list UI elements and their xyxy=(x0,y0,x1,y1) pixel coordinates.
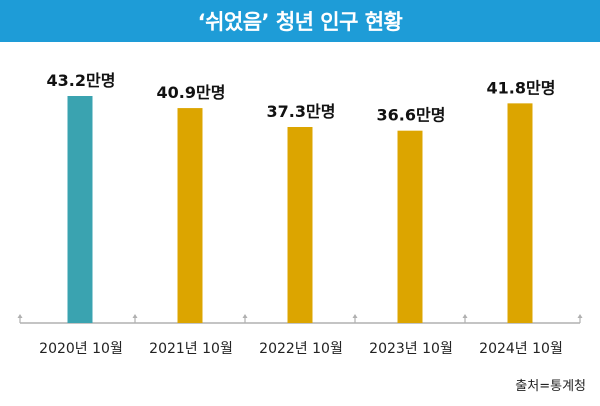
x-tick-label: 2020년 10월 xyxy=(39,341,123,357)
bar xyxy=(67,96,93,323)
bar xyxy=(397,130,423,323)
x-tick-label: 2023년 10월 xyxy=(369,341,453,357)
bar xyxy=(287,127,313,323)
bar xyxy=(177,108,203,323)
chart-title: ‘쉬었음’ 청년 인구 현황 xyxy=(197,10,403,34)
data-label: 37.3만명 xyxy=(267,102,336,121)
data-label: 40.9만명 xyxy=(157,83,226,102)
x-tick-label: 2022년 10월 xyxy=(259,341,343,357)
source-note: 출처=통계청 xyxy=(515,379,586,394)
x-axis-tick-arrow xyxy=(132,314,138,318)
bar xyxy=(507,103,533,324)
x-axis-tick-arrow xyxy=(462,314,468,318)
x-axis-tick-arrow xyxy=(17,314,23,318)
data-label: 41.8만명 xyxy=(487,78,556,97)
x-axis-tick-arrow xyxy=(352,314,358,318)
data-label: 43.2만명 xyxy=(47,71,116,90)
x-axis-tick-arrow xyxy=(577,314,583,318)
x-tick-label: 2024년 10월 xyxy=(479,341,563,357)
x-tick-label: 2021년 10월 xyxy=(149,341,233,357)
data-label: 36.6만명 xyxy=(377,106,446,125)
x-axis-tick-arrow xyxy=(242,314,248,318)
chart-header: ‘쉬었음’ 청년 인구 현황 xyxy=(0,0,600,42)
